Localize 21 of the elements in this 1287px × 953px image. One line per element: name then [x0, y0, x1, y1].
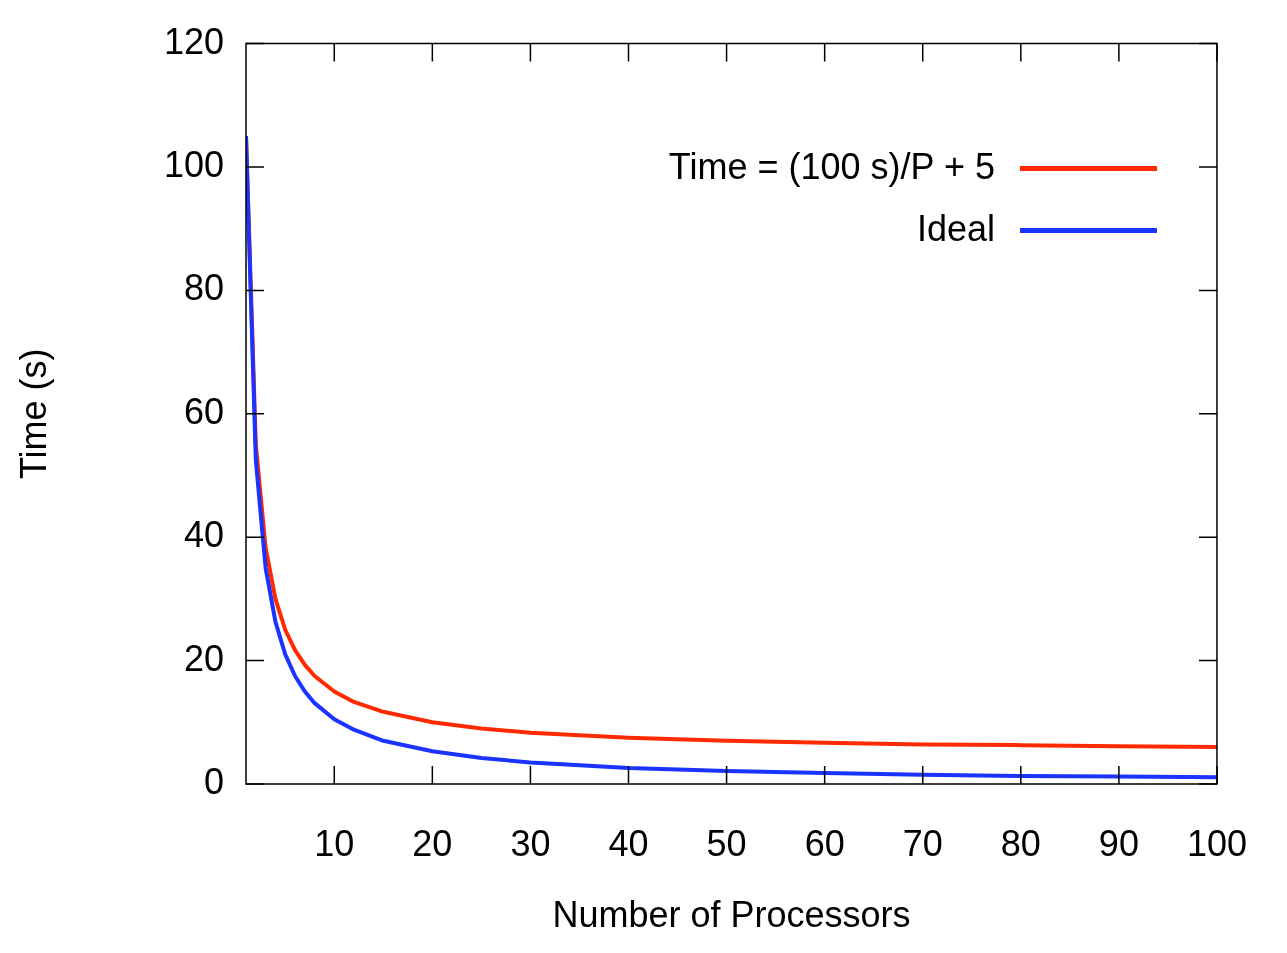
x-tick-label: 40 [608, 822, 649, 864]
x-tick-label: 100 [1186, 822, 1248, 864]
x-tick-label: 10 [314, 822, 355, 864]
y-tick-label: 100 [163, 143, 224, 185]
y-tick-label: 40 [183, 514, 224, 556]
y-tick-label: 60 [183, 390, 224, 432]
x-tick-label: 70 [902, 822, 943, 864]
x-tick-label: 80 [1000, 822, 1041, 864]
x-tick-label: 50 [706, 822, 747, 864]
x-tick-label: 30 [510, 822, 551, 864]
legend-label: Time = (100 s)/P + 5 [668, 145, 995, 187]
x-axis-title: Number of Processors [552, 894, 911, 936]
y-tick-label: 20 [183, 637, 224, 679]
y-tick-label: 120 [163, 20, 224, 62]
y-tick-label: 80 [183, 267, 224, 309]
x-tick-label: 60 [804, 822, 845, 864]
y-axis-title: Time (s) [12, 348, 54, 480]
y-tick-label: 0 [203, 760, 224, 802]
legend-label: Ideal [916, 207, 995, 249]
x-tick-label: 90 [1098, 822, 1139, 864]
x-tick-label: 20 [412, 822, 453, 864]
